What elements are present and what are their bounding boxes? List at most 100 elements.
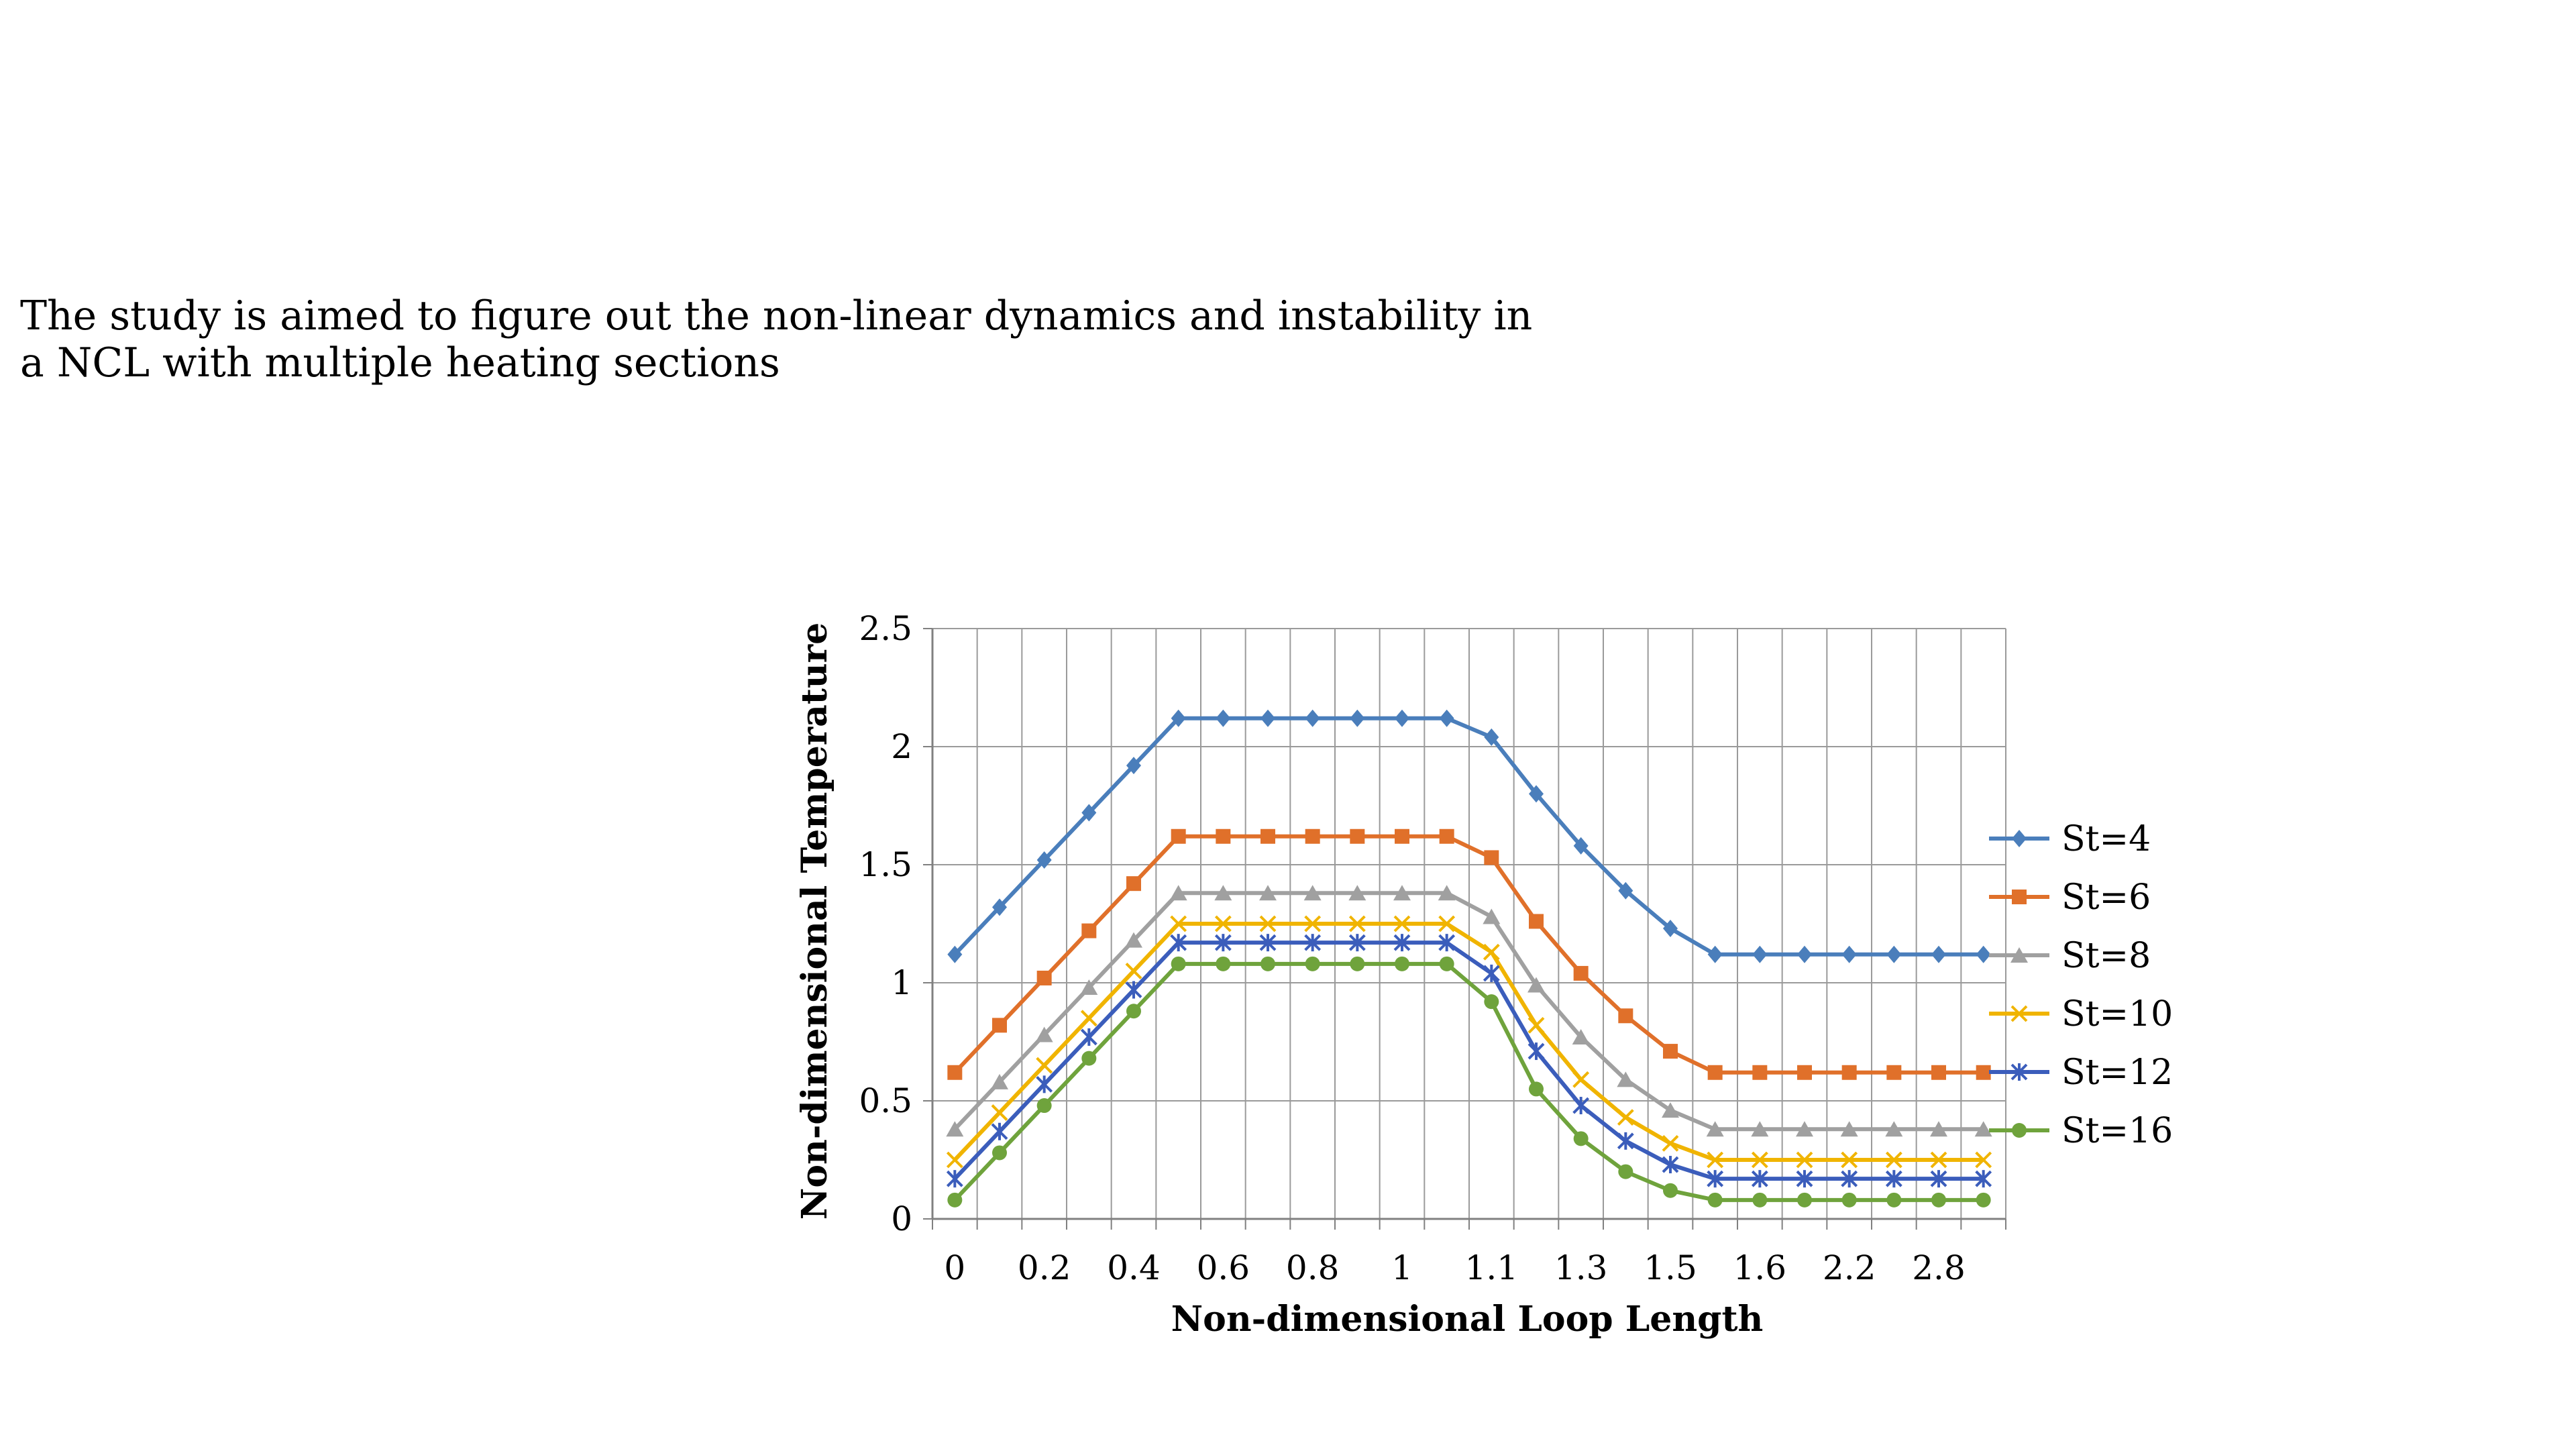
point-marker <box>1171 828 1186 844</box>
point-marker <box>1796 1121 1813 1137</box>
point-marker <box>1169 885 1187 901</box>
point-marker <box>1035 1026 1053 1042</box>
point-marker <box>1126 757 1141 775</box>
point-marker <box>1214 915 1232 932</box>
legend-label: St=10 <box>2061 994 2173 1034</box>
series-line <box>953 961 1984 1202</box>
point-marker <box>946 1151 963 1169</box>
legend-item: St=8 <box>1989 936 2151 976</box>
point-marker <box>1304 915 1322 932</box>
point-marker <box>2010 947 2028 963</box>
point-marker <box>1439 956 1454 971</box>
point-marker <box>1976 945 1991 963</box>
point-marker <box>1438 915 1456 932</box>
point-marker <box>1036 1057 1053 1074</box>
point-marker <box>1036 851 1052 869</box>
legend-item: St=12 <box>1989 1053 2173 1093</box>
point-marker <box>1484 728 1499 746</box>
y-tick-label: 2 <box>891 727 912 766</box>
point-marker <box>1081 1051 1097 1066</box>
point-marker <box>2010 1063 2028 1081</box>
point-marker <box>1483 964 1500 982</box>
legend-item: St=4 <box>1989 819 2151 859</box>
point-marker <box>1841 945 1857 963</box>
point-marker <box>947 945 963 963</box>
point-marker <box>1081 804 1097 822</box>
point-marker <box>1304 934 1322 952</box>
chart-legend: St=4 St=6 St=8 St=10 St=12 St=16 <box>1989 819 2173 1151</box>
series-st-12 <box>946 934 1992 1188</box>
point-marker <box>1529 914 1544 929</box>
point-marker <box>1796 1151 1813 1169</box>
point-marker <box>1350 828 1365 844</box>
point-marker <box>1707 1192 1723 1208</box>
point-marker <box>1305 956 1320 971</box>
point-marker <box>1662 1156 1679 1174</box>
point-marker <box>1126 1004 1141 1019</box>
point-marker <box>1439 709 1454 727</box>
legend-label: St=16 <box>2061 1111 2173 1151</box>
point-marker <box>991 1073 1008 1089</box>
point-marker <box>1395 709 1409 727</box>
x-tick-label: 0.8 <box>1286 1248 1340 1287</box>
point-marker <box>1886 1192 1902 1208</box>
point-marker <box>2012 1123 2027 1138</box>
point-marker <box>1931 945 1946 963</box>
point-marker <box>1348 934 1366 952</box>
point-marker <box>1216 828 1231 844</box>
point-marker <box>1170 915 1187 932</box>
point-marker <box>1618 1164 1633 1179</box>
point-marker <box>1348 915 1366 932</box>
legend-item: St=16 <box>1989 1111 2173 1151</box>
point-marker <box>1841 1151 1858 1169</box>
x-tick-label: 0.4 <box>1107 1248 1161 1287</box>
point-marker <box>991 1122 1008 1140</box>
x-tick-label: 0.2 <box>1018 1248 1071 1287</box>
point-marker <box>1617 1071 1635 1087</box>
y-tick-label: 1.5 <box>859 845 912 884</box>
point-marker <box>1036 970 1052 985</box>
point-marker <box>1707 1065 1723 1080</box>
point-marker <box>946 1121 964 1137</box>
point-marker <box>1527 1016 1545 1034</box>
point-marker <box>1080 1028 1097 1046</box>
point-marker <box>1662 1102 1679 1118</box>
point-marker <box>1527 1042 1545 1061</box>
point-marker <box>1170 934 1187 952</box>
slide-caption: The study is aimed to figure out the non… <box>20 292 1532 386</box>
point-marker <box>1618 881 1633 900</box>
point-marker <box>1886 945 1902 963</box>
point-marker <box>992 1145 1007 1161</box>
point-marker <box>2012 890 2027 904</box>
point-marker <box>1303 885 1322 901</box>
point-marker <box>1125 932 1142 948</box>
point-marker <box>1930 1151 1947 1169</box>
point-marker <box>1171 956 1186 971</box>
point-marker <box>1707 1151 1724 1169</box>
point-marker <box>1483 908 1501 924</box>
point-marker <box>1216 709 1231 727</box>
point-marker <box>1573 1131 1589 1146</box>
point-marker <box>1751 1121 1769 1137</box>
point-marker <box>1439 828 1454 844</box>
series-st-16 <box>947 956 1991 1208</box>
point-marker <box>1259 915 1277 932</box>
point-marker <box>1125 962 1142 979</box>
point-marker <box>1975 1170 1992 1188</box>
point-marker <box>1663 1183 1678 1198</box>
legend-item: St=10 <box>1989 994 2173 1034</box>
point-marker <box>947 1065 963 1080</box>
x-tick-label: 0 <box>944 1248 965 1287</box>
caption-line-2: a NCL with multiple heating sections <box>20 339 780 386</box>
point-marker <box>1930 1170 1947 1188</box>
x-tick-label: 1.6 <box>1733 1248 1787 1287</box>
series-line <box>953 834 1984 1075</box>
point-marker <box>1618 1008 1633 1024</box>
y-tick-label: 2.5 <box>859 609 912 648</box>
series-st-6 <box>947 828 1991 1080</box>
point-marker <box>1797 1192 1812 1208</box>
point-marker <box>1751 1151 1768 1169</box>
series-st-10 <box>946 915 1992 1169</box>
point-marker <box>1974 1121 1992 1137</box>
point-marker <box>1572 1071 1590 1088</box>
